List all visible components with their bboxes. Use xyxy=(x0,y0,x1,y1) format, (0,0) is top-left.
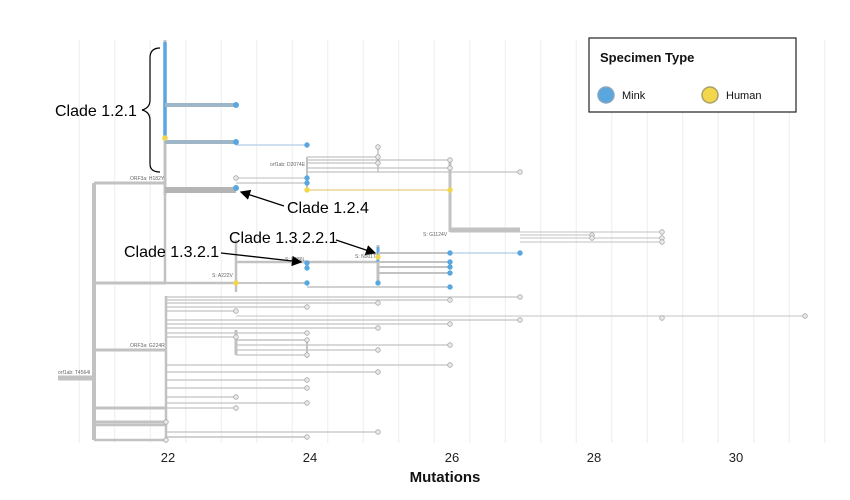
legend-human-marker xyxy=(701,86,719,104)
tree-node xyxy=(232,102,239,109)
clade-arrow xyxy=(335,239,377,256)
clade-label: Clade 1.2.4 xyxy=(287,200,369,217)
tree-node xyxy=(447,250,453,256)
legend-box xyxy=(588,37,797,113)
x-axis-ticks: 22 24 26 28 30 xyxy=(161,450,743,465)
mutation-label: ORF3a: G224R xyxy=(130,343,165,349)
tree-node xyxy=(233,175,239,181)
tree-node xyxy=(304,330,310,336)
tree-node xyxy=(375,347,381,353)
tree-node xyxy=(304,280,310,286)
tree-node xyxy=(304,175,310,181)
legend-title: Specimen Type xyxy=(600,50,694,65)
tree-node xyxy=(659,229,665,235)
tree-node xyxy=(447,270,453,276)
tree-node xyxy=(517,169,523,175)
tree-node xyxy=(447,157,453,163)
tree-node xyxy=(447,342,453,348)
tree-node xyxy=(233,280,239,286)
x-tick-label: 22 xyxy=(161,450,175,465)
tree-node xyxy=(659,239,665,245)
mutation-label: ORF3a: H182Y xyxy=(130,176,165,182)
tree-node xyxy=(589,235,595,241)
legend-human-label: Human xyxy=(726,90,761,102)
tree-node xyxy=(304,180,310,186)
x-tick-label: 26 xyxy=(445,450,459,465)
tree-node xyxy=(375,369,381,375)
tree-node xyxy=(375,144,381,150)
clade-arrow xyxy=(239,189,285,207)
tree-node xyxy=(233,405,239,411)
tree-node xyxy=(447,297,453,303)
tree-node xyxy=(304,260,310,266)
tree-node xyxy=(232,138,239,145)
tree-node xyxy=(232,184,239,191)
tree-node xyxy=(659,315,665,321)
tree-node xyxy=(304,377,310,383)
x-axis-label: Mutations xyxy=(410,469,481,486)
x-tick-label: 24 xyxy=(303,450,317,465)
mutation-label: S: G1124V xyxy=(423,232,448,238)
mutation-labels: orf1ab: T4564I ORF3a: G224R ORF3a: H182Y or… xyxy=(58,162,448,376)
mutation-label: S: A222V xyxy=(212,273,234,279)
legend-mink-marker xyxy=(597,86,615,104)
tree-node xyxy=(304,187,310,193)
tree-node xyxy=(375,325,381,331)
tree-node xyxy=(233,308,239,314)
tree-node xyxy=(304,434,310,440)
tree-node xyxy=(375,280,381,286)
tree-node xyxy=(517,250,523,256)
tree-nodes xyxy=(162,102,808,443)
tree-node xyxy=(802,313,808,319)
tree-node xyxy=(375,154,381,160)
clade-arrow xyxy=(220,252,303,267)
tree-node xyxy=(447,187,453,193)
clade-label: Clade 1.3.2.1 xyxy=(124,244,219,261)
tree-node xyxy=(304,304,310,310)
tree-node xyxy=(447,259,453,265)
tree-node xyxy=(447,264,453,270)
tree-node xyxy=(304,337,310,343)
x-tick-label: 30 xyxy=(729,450,743,465)
mutation-label: S: N501T xyxy=(355,254,376,260)
tree-node xyxy=(447,284,453,290)
clade-label: Clade 1.3.2.2.1 xyxy=(229,230,338,247)
tree-node xyxy=(517,317,523,323)
tree-node xyxy=(163,437,169,443)
tree-node xyxy=(375,254,381,260)
tree-node xyxy=(304,400,310,406)
tree-node xyxy=(375,160,381,166)
tree-node xyxy=(233,394,239,400)
tree-node xyxy=(447,165,453,171)
legend-mink-label: Mink xyxy=(622,90,646,102)
tree-branches xyxy=(58,40,805,442)
tree-node xyxy=(304,352,310,358)
clade-label: Clade 1.2.1 xyxy=(55,103,137,120)
tree-node xyxy=(163,419,169,425)
x-tick-label: 28 xyxy=(587,450,601,465)
tree-node xyxy=(375,300,381,306)
legend: Specimen Type Mink Human xyxy=(588,37,797,113)
tree-node xyxy=(304,265,310,271)
tree-node xyxy=(162,135,168,141)
tree-node xyxy=(375,429,381,435)
mutation-label: orf1ab: D2074E xyxy=(270,162,306,168)
clade-annotations: Clade 1.2.1 Clade 1.2.4 Clade 1.3.2.1 Clade… xyxy=(55,47,377,267)
tree-node xyxy=(233,334,239,340)
tree-node xyxy=(447,321,453,327)
tree-node xyxy=(517,294,523,300)
clade-bracket xyxy=(141,47,161,173)
mutation-label: orf1ab: T4564I xyxy=(58,370,90,376)
tree-node xyxy=(447,362,453,368)
tree-node xyxy=(304,142,310,148)
tree-node xyxy=(304,385,310,391)
